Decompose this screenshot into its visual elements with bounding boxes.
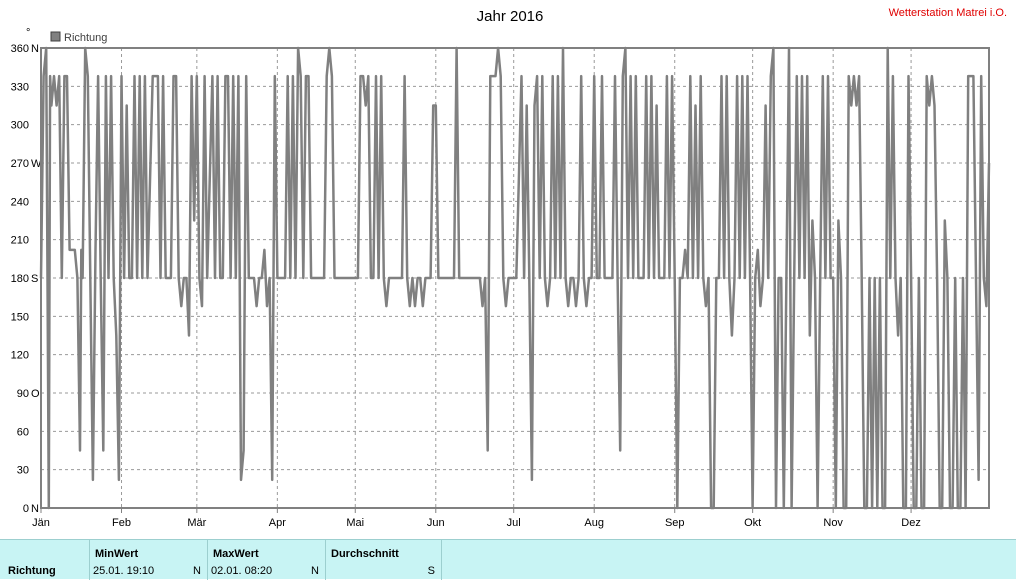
max-header: MaxWert	[213, 548, 259, 560]
x-tick-label: Sep	[665, 517, 685, 529]
min-header: MinWert	[95, 548, 139, 560]
wind-direction-chart: Jahr 2016 Wetterstation Matrei i.O. ° Ri…	[11, 7, 1007, 529]
stats-separator	[89, 540, 90, 580]
y-tick-label: 120	[11, 350, 29, 362]
x-tick-label: Mär	[187, 517, 206, 529]
chart-title: Jahr 2016	[477, 8, 544, 25]
y-tick-label: 210	[11, 235, 29, 247]
x-tick-label: Jän	[32, 517, 50, 529]
x-tick-label: Dez	[901, 517, 921, 529]
max-direction: N	[311, 565, 319, 577]
y-tick-label: 240	[11, 196, 29, 208]
legend-label: Richtung	[64, 32, 107, 44]
stats-min-cell: MinWert 25.01. 19:10 N	[89, 540, 207, 580]
y-tick-label: 180	[11, 273, 29, 285]
y-tick-label: 30	[17, 465, 29, 477]
x-axis: Jän Feb Mär Apr Mai Jun Jul Aug Sep Okt Nov Dez	[32, 508, 921, 529]
stats-row-label-cell: Richtung	[0, 540, 89, 580]
stats-table: Richtung MinWert 25.01. 19:10 N MaxWert …	[0, 539, 1016, 580]
stats-row-label: Richtung	[8, 565, 56, 577]
y-tick-label: 60	[17, 426, 29, 438]
x-tick-label: Apr	[269, 517, 286, 529]
stats-max-cell: MaxWert 02.01. 08:20 N	[207, 540, 325, 580]
y-tick-label: 270	[11, 158, 29, 170]
x-tick-label: Nov	[823, 517, 843, 529]
stats-separator	[441, 540, 442, 580]
x-tick-label: Okt	[744, 517, 761, 529]
x-tick-label: Feb	[112, 517, 131, 529]
x-tick-label: Jul	[507, 517, 521, 529]
max-value: 02.01. 08:20	[211, 565, 273, 577]
y-tick-label: 360	[11, 43, 29, 55]
stats-separator	[207, 540, 208, 580]
avg-header: Durchschnitt	[331, 548, 399, 560]
y-tick-label: 0	[23, 503, 29, 515]
stats-avg-cell: Durchschnitt S	[325, 540, 441, 580]
x-tick-label: Jun	[427, 517, 445, 529]
y-direction-label: O	[31, 388, 40, 400]
y-tick-label: 90	[17, 388, 29, 400]
legend-swatch	[50, 31, 61, 42]
series-line-richtung	[39, 46, 991, 510]
station-label: Wetterstation Matrei i.O.	[889, 7, 1007, 19]
x-tick-label: Mai	[346, 517, 364, 529]
y-tick-label: 300	[11, 120, 29, 132]
y-unit-symbol: °	[26, 27, 30, 39]
min-direction: N	[193, 565, 201, 577]
y-tick-label: 150	[11, 311, 29, 323]
avg-direction: S	[427, 565, 435, 577]
y-direction-label: W	[31, 158, 42, 170]
y-direction-label: N	[31, 43, 39, 55]
y-tick-label: 330	[11, 81, 29, 93]
y-direction-label: N	[31, 503, 39, 515]
y-direction-label: S	[31, 273, 38, 285]
min-value: 25.01. 19:10	[93, 565, 155, 577]
stats-separator	[325, 540, 326, 580]
x-tick-label: Aug	[584, 517, 604, 529]
